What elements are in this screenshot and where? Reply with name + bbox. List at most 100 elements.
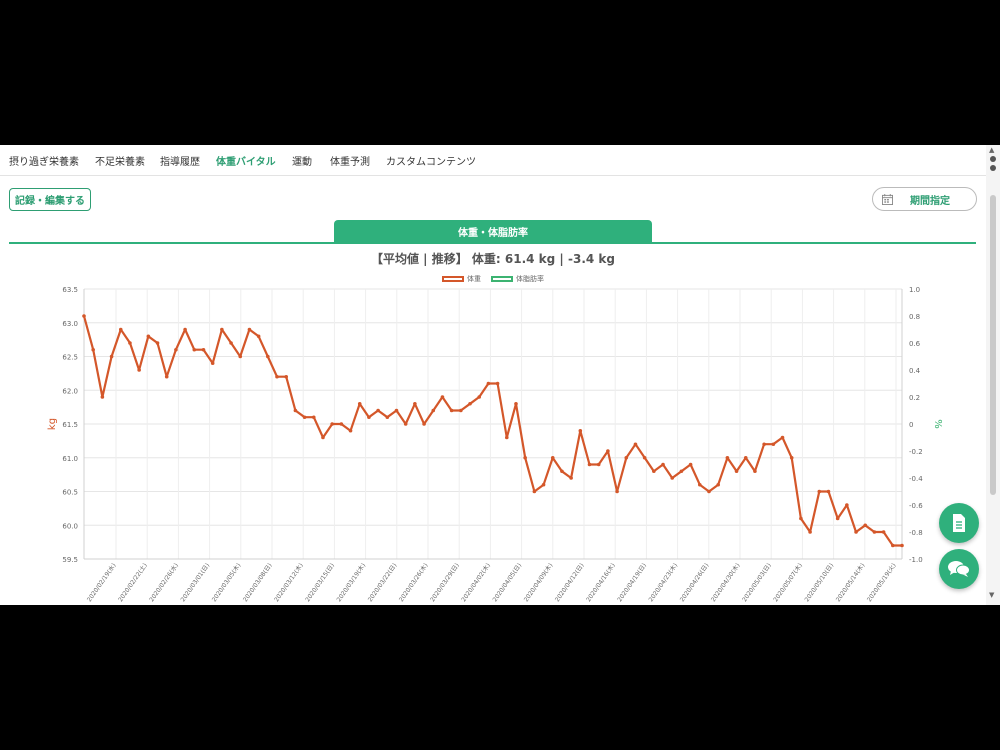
data-point-weight [367,415,371,420]
chart-legend: 体重 体脂肪率 [0,274,986,284]
data-point-weight [799,516,803,521]
data-point-weight [82,314,86,318]
scroll-down-icon[interactable]: ▼ [989,591,995,599]
y2-tick-label: 0 [909,421,913,429]
data-point-weight [670,476,675,480]
x-tick-label: 2020/02/26(水) [148,562,181,604]
chart-tab-weight-fat[interactable]: 体重・体脂肪率 [334,220,652,242]
data-point-weight [183,327,187,332]
scroll-dot-icon [990,156,996,162]
x-tick-label: 2020/05/07(木) [772,562,805,604]
data-point-weight [339,422,344,426]
x-tick-label: 2020/02/22(土) [116,562,149,604]
chat-fab-button[interactable] [939,549,979,589]
calendar-icon [882,193,893,205]
document-fab-button[interactable] [939,503,979,543]
data-point-weight [357,401,362,406]
top-nav: 摂り過ぎ栄養素 不足栄養素 指導履歴 体重バイタル 運動 体重予測 カスタムコン… [0,145,986,176]
scrollbar[interactable]: ▲ ▼ [986,145,1000,605]
x-tick-label: 2020/03/12(木) [272,562,305,604]
legend-label-fat: 体脂肪率 [516,275,544,283]
data-point-weight [311,415,316,420]
data-point-weight [854,530,858,534]
data-point-weight [449,408,454,413]
data-point-weight [192,347,197,352]
y-tick-label: 61.0 [62,455,78,463]
data-point-weight [891,543,895,548]
data-point-weight [863,523,868,528]
scrollbar-thumb[interactable] [990,195,996,495]
data-point-weight [477,395,482,399]
y2-axis-label: % [932,419,943,429]
data-point-weight [762,442,766,447]
x-tick-label: 2020/05/19(火) [866,562,898,603]
data-point-weight [633,442,638,447]
y2-tick-label: -0.6 [909,502,923,510]
data-point-weight [275,374,279,379]
series-line-weight [82,315,902,547]
tab-weight-vitals[interactable]: 体重バイタル [216,157,276,168]
data-point-weight [835,516,840,521]
legend-swatch-weight [442,276,464,282]
tab-exercise[interactable]: 運動 [292,157,312,168]
tab-custom-content[interactable]: カスタムコンテンツ [386,157,476,168]
data-point-weight [743,455,748,460]
data-point-weight [247,327,252,332]
data-point-weight [624,455,629,460]
data-point-weight [642,455,647,460]
data-point-weight [164,374,169,379]
data-point-weight [468,401,472,406]
legend-swatch-fat [491,276,513,282]
data-point-weight [872,530,877,534]
x-tick-label: 2020/05/14(木) [834,562,867,604]
tab-guidance-history[interactable]: 指導履歴 [160,157,200,168]
x-tick-label: 2020/04/26(日) [679,562,711,603]
tab-excess-nutrients[interactable]: 摂り過ぎ栄養素 [9,157,79,168]
data-point-weight [403,422,408,426]
legend-item-weight[interactable]: 体重 [442,274,481,284]
y-tick-label: 60.0 [62,522,78,530]
y2-tick-label: 0.8 [909,313,920,321]
data-point-weight [118,327,123,332]
tab-deficient-nutrients[interactable]: 不足栄養素 [95,157,145,168]
legend-label-weight: 体重 [467,275,481,283]
data-point-weight [845,503,849,507]
x-tick-label: 2020/03/19(木) [335,562,368,604]
data-point-weight [826,489,831,494]
x-tick-label: 2020/03/29(日) [429,562,461,603]
data-point-weight [606,449,610,453]
legend-item-fat[interactable]: 体脂肪率 [491,274,544,284]
tab-weight-prediction[interactable]: 体重予測 [330,157,370,168]
data-point-weight [376,408,380,413]
scroll-dot-icon [990,165,996,171]
data-point-weight [128,341,132,345]
data-point-weight [91,347,95,352]
data-point-weight [422,422,426,426]
period-select-label: 期間指定 [910,195,950,207]
scroll-up-icon[interactable]: ▲ [989,146,995,154]
data-point-weight [578,428,583,433]
data-point-weight [771,442,776,447]
edit-record-button[interactable]: 記録・編集する [9,188,91,211]
data-point-weight [100,395,105,399]
data-point-weight [174,347,178,352]
y-tick-label: 62.5 [62,354,78,362]
data-point-weight [725,455,730,460]
data-point-weight [394,408,399,413]
y2-tick-label: 0.2 [909,394,920,402]
data-point-weight [238,354,243,359]
data-point-weight [707,489,711,494]
data-point-weight [459,408,463,413]
data-point-weight [348,428,353,433]
data-point-weight [716,482,720,487]
x-tick-label: 2020/03/22(日) [367,562,399,603]
document-icon [953,514,965,532]
data-point-weight [780,435,785,440]
data-point-weight [302,415,307,420]
y2-tick-label: -0.4 [909,475,923,483]
x-tick-label: 2020/05/03(日) [741,562,773,603]
y-tick-label: 62.0 [62,387,78,395]
data-point-weight [201,347,206,352]
period-select-button[interactable]: 期間指定 [872,187,977,211]
data-point-weight [220,327,224,332]
